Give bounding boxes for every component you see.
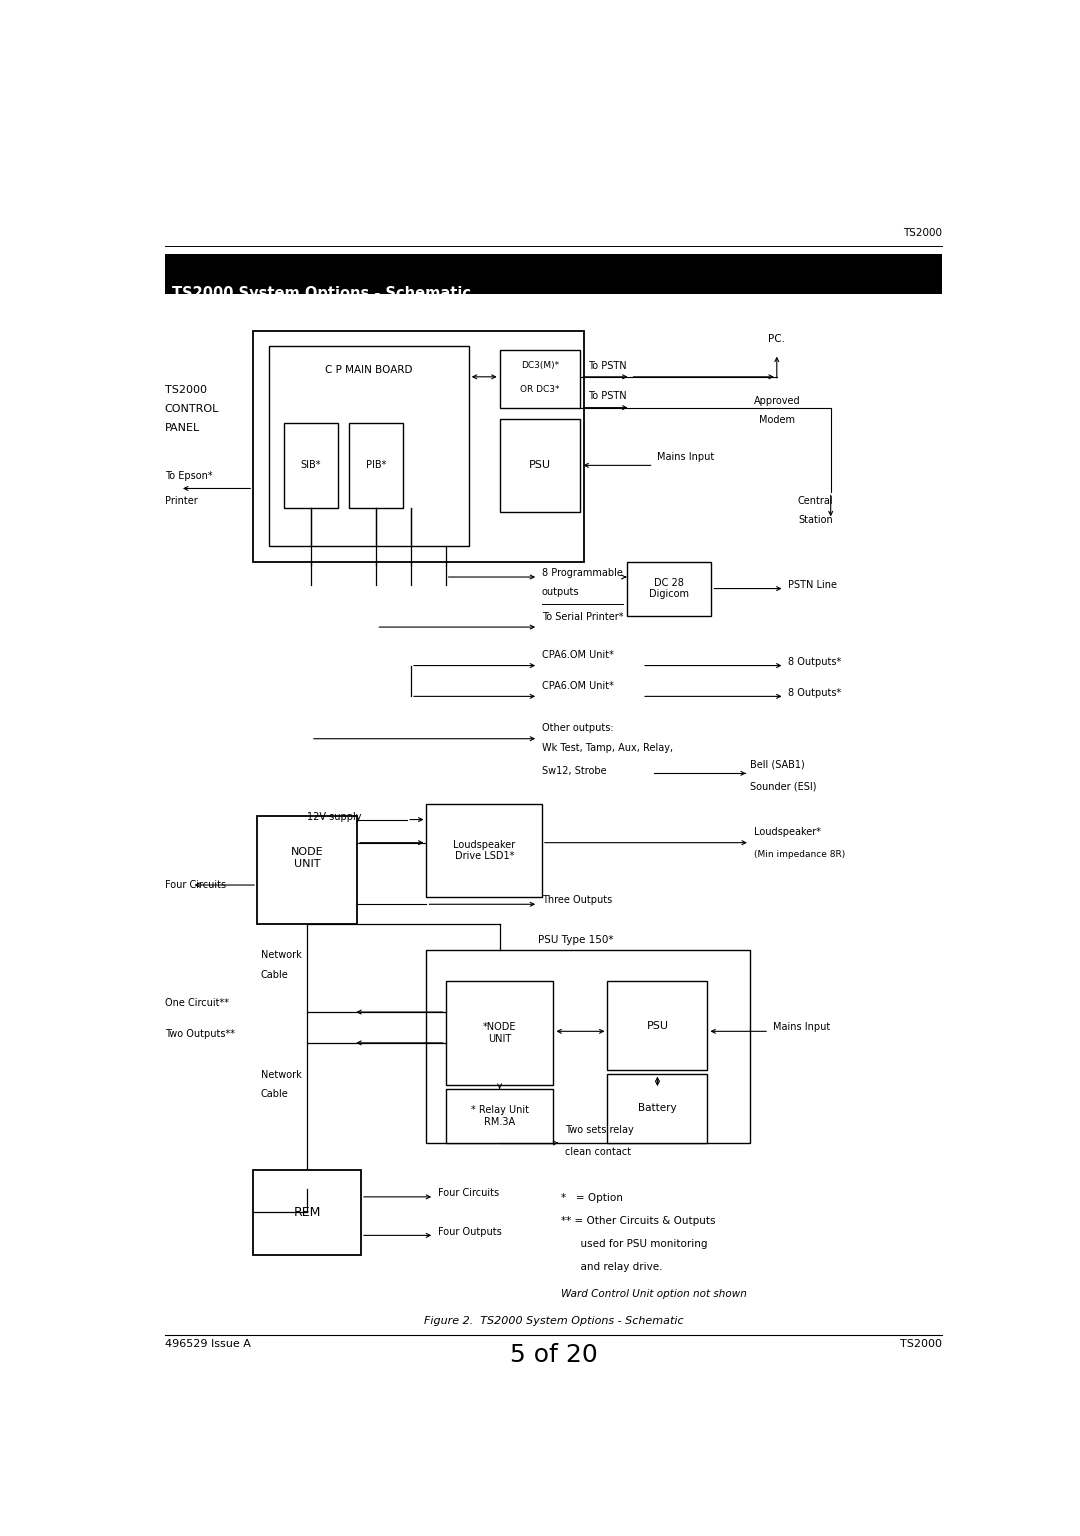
Text: PC.: PC. xyxy=(768,335,785,344)
Text: clean contact: clean contact xyxy=(565,1147,631,1157)
Text: Loudspeaker*: Loudspeaker* xyxy=(754,828,821,837)
Text: NODE
UNIT: NODE UNIT xyxy=(291,848,323,869)
Text: Other outputs:: Other outputs: xyxy=(542,722,613,733)
Bar xyxy=(427,805,542,897)
Text: Two sets relay: Two sets relay xyxy=(565,1126,634,1135)
Text: To PSTN: To PSTN xyxy=(589,361,626,370)
Text: PANEL: PANEL xyxy=(164,422,200,433)
Bar xyxy=(269,346,469,547)
Text: TS2000: TS2000 xyxy=(164,384,206,395)
Text: Central: Central xyxy=(797,496,833,507)
Text: * Relay Unit
RM.3A: * Relay Unit RM.3A xyxy=(471,1106,528,1127)
Bar xyxy=(257,816,357,923)
Text: ** = Other Circuits & Outputs: ** = Other Circuits & Outputs xyxy=(562,1217,716,1226)
Text: PSU: PSU xyxy=(529,461,551,470)
Text: Wk Test, Tamp, Aux, Relay,: Wk Test, Tamp, Aux, Relay, xyxy=(542,742,673,753)
Text: TS2000: TS2000 xyxy=(903,229,943,238)
Bar xyxy=(427,951,750,1143)
Text: DC 28
Digicom: DC 28 Digicom xyxy=(649,578,689,599)
Text: DC3(M)*: DC3(M)* xyxy=(521,361,559,370)
Text: SIB*: SIB* xyxy=(300,461,321,470)
Bar xyxy=(607,982,707,1069)
Text: Four Outputs: Four Outputs xyxy=(438,1227,502,1236)
Text: Printer: Printer xyxy=(164,496,198,507)
Bar xyxy=(500,350,580,407)
Text: Ward Control Unit option not shown: Ward Control Unit option not shown xyxy=(562,1289,747,1299)
Text: Sounder (ESI): Sounder (ESI) xyxy=(750,782,816,791)
Text: PSU: PSU xyxy=(647,1020,669,1031)
Text: Figure 2.  TS2000 System Options - Schematic: Figure 2. TS2000 System Options - Schema… xyxy=(423,1316,684,1326)
Bar xyxy=(253,1170,361,1255)
Text: 5 of 20: 5 of 20 xyxy=(510,1342,597,1367)
Text: Mains Input: Mains Input xyxy=(773,1023,831,1032)
Text: Four Circuits: Four Circuits xyxy=(164,880,226,889)
Text: Four Circuits: Four Circuits xyxy=(438,1187,499,1198)
Text: 8 Programmable: 8 Programmable xyxy=(542,568,623,578)
Text: *NODE
UNIT: *NODE UNIT xyxy=(483,1023,516,1044)
Text: Sw12, Strobe: Sw12, Strobe xyxy=(542,765,607,776)
Text: Loudspeaker
Drive LSD1*: Loudspeaker Drive LSD1* xyxy=(454,840,515,862)
Text: and relay drive.: and relay drive. xyxy=(562,1263,663,1272)
Bar xyxy=(253,330,584,562)
Text: Station: Station xyxy=(798,516,833,525)
Text: Cable: Cable xyxy=(261,969,288,980)
Text: 496529 Issue A: 496529 Issue A xyxy=(164,1339,251,1349)
Text: Bell (SAB1): Bell (SAB1) xyxy=(750,759,805,770)
Text: CONTROL: CONTROL xyxy=(164,404,219,413)
Bar xyxy=(350,422,403,508)
Text: To Serial Printer*: To Serial Printer* xyxy=(542,611,623,622)
Text: PSU Type 150*: PSU Type 150* xyxy=(538,935,613,945)
Bar xyxy=(446,982,553,1086)
Text: TS2000 System Options - Schematic: TS2000 System Options - Schematic xyxy=(173,286,471,301)
Text: C P MAIN BOARD: C P MAIN BOARD xyxy=(325,366,413,375)
Text: To PSTN: To PSTN xyxy=(589,392,626,401)
Text: REM: REM xyxy=(294,1206,321,1218)
Text: One Circuit**: One Circuit** xyxy=(164,998,229,1008)
Text: Network: Network xyxy=(261,951,301,960)
Text: Network: Network xyxy=(261,1069,301,1080)
Bar xyxy=(607,1074,707,1143)
Bar xyxy=(500,419,580,511)
Text: Mains Input: Mains Input xyxy=(658,452,715,461)
Text: OR DC3*: OR DC3* xyxy=(521,384,559,393)
Text: 8 Outputs*: 8 Outputs* xyxy=(788,688,841,697)
Text: CPA6.OM Unit*: CPA6.OM Unit* xyxy=(542,650,613,660)
Text: *   = Option: * = Option xyxy=(562,1193,623,1203)
Text: PSTN Line: PSTN Line xyxy=(788,579,837,590)
Text: 8 Outputs*: 8 Outputs* xyxy=(788,657,841,667)
Text: TS2000: TS2000 xyxy=(901,1339,943,1349)
Text: outputs: outputs xyxy=(542,587,580,598)
Text: (Min impedance 8R): (Min impedance 8R) xyxy=(754,851,845,859)
Text: Approved: Approved xyxy=(754,396,800,406)
Text: used for PSU monitoring: used for PSU monitoring xyxy=(562,1240,707,1249)
Bar xyxy=(446,1089,553,1143)
Text: Battery: Battery xyxy=(638,1103,677,1114)
Text: 12V supply: 12V supply xyxy=(307,813,362,822)
Bar xyxy=(626,562,712,616)
Bar xyxy=(164,253,943,293)
Text: Modem: Modem xyxy=(759,415,795,425)
Text: Three Outputs: Three Outputs xyxy=(542,895,612,905)
Bar xyxy=(284,422,338,508)
Text: Two Outputs**: Two Outputs** xyxy=(164,1029,234,1038)
Text: To Epson*: To Epson* xyxy=(164,470,213,481)
Text: CPA6.OM Unit*: CPA6.OM Unit* xyxy=(542,680,613,691)
Text: PIB*: PIB* xyxy=(366,461,387,470)
Text: Cable: Cable xyxy=(261,1089,288,1100)
